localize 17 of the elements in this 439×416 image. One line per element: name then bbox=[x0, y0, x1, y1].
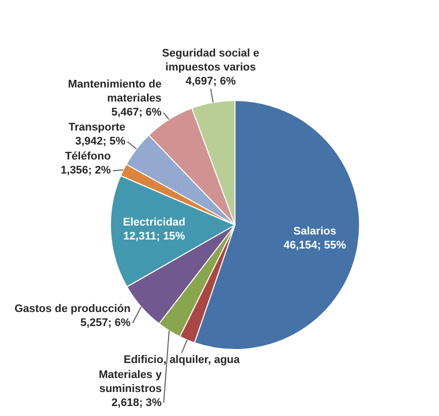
slice-label: Transporte bbox=[68, 122, 126, 134]
data-label: 2,618; 3% bbox=[112, 396, 162, 409]
slice-label: Electricidad bbox=[123, 216, 186, 229]
data-label: 12,311; 15% bbox=[123, 230, 186, 243]
data-label: 5,467; 6% bbox=[111, 106, 162, 119]
data-label: 3,942; 5% bbox=[75, 136, 126, 148]
slice-label: Salarios bbox=[293, 225, 336, 238]
data-label: 1,356; 2% bbox=[60, 164, 112, 177]
data-label: 5,257; 6% bbox=[80, 317, 131, 330]
slice-label: Gastos de producción bbox=[14, 303, 131, 316]
slice-label: Edificio, alquiler, agua bbox=[124, 354, 241, 366]
slice-label: Materiales y suministros bbox=[98, 368, 163, 395]
data-label: 46,154; 55% bbox=[284, 239, 346, 252]
slice-label: Téléfono bbox=[64, 150, 112, 163]
data-label: 4,697; 6% bbox=[186, 76, 236, 88]
slice-label: Mantenimiento de materiales bbox=[68, 78, 162, 105]
slice-label: Seguridad social e impuestos varios bbox=[162, 48, 260, 74]
